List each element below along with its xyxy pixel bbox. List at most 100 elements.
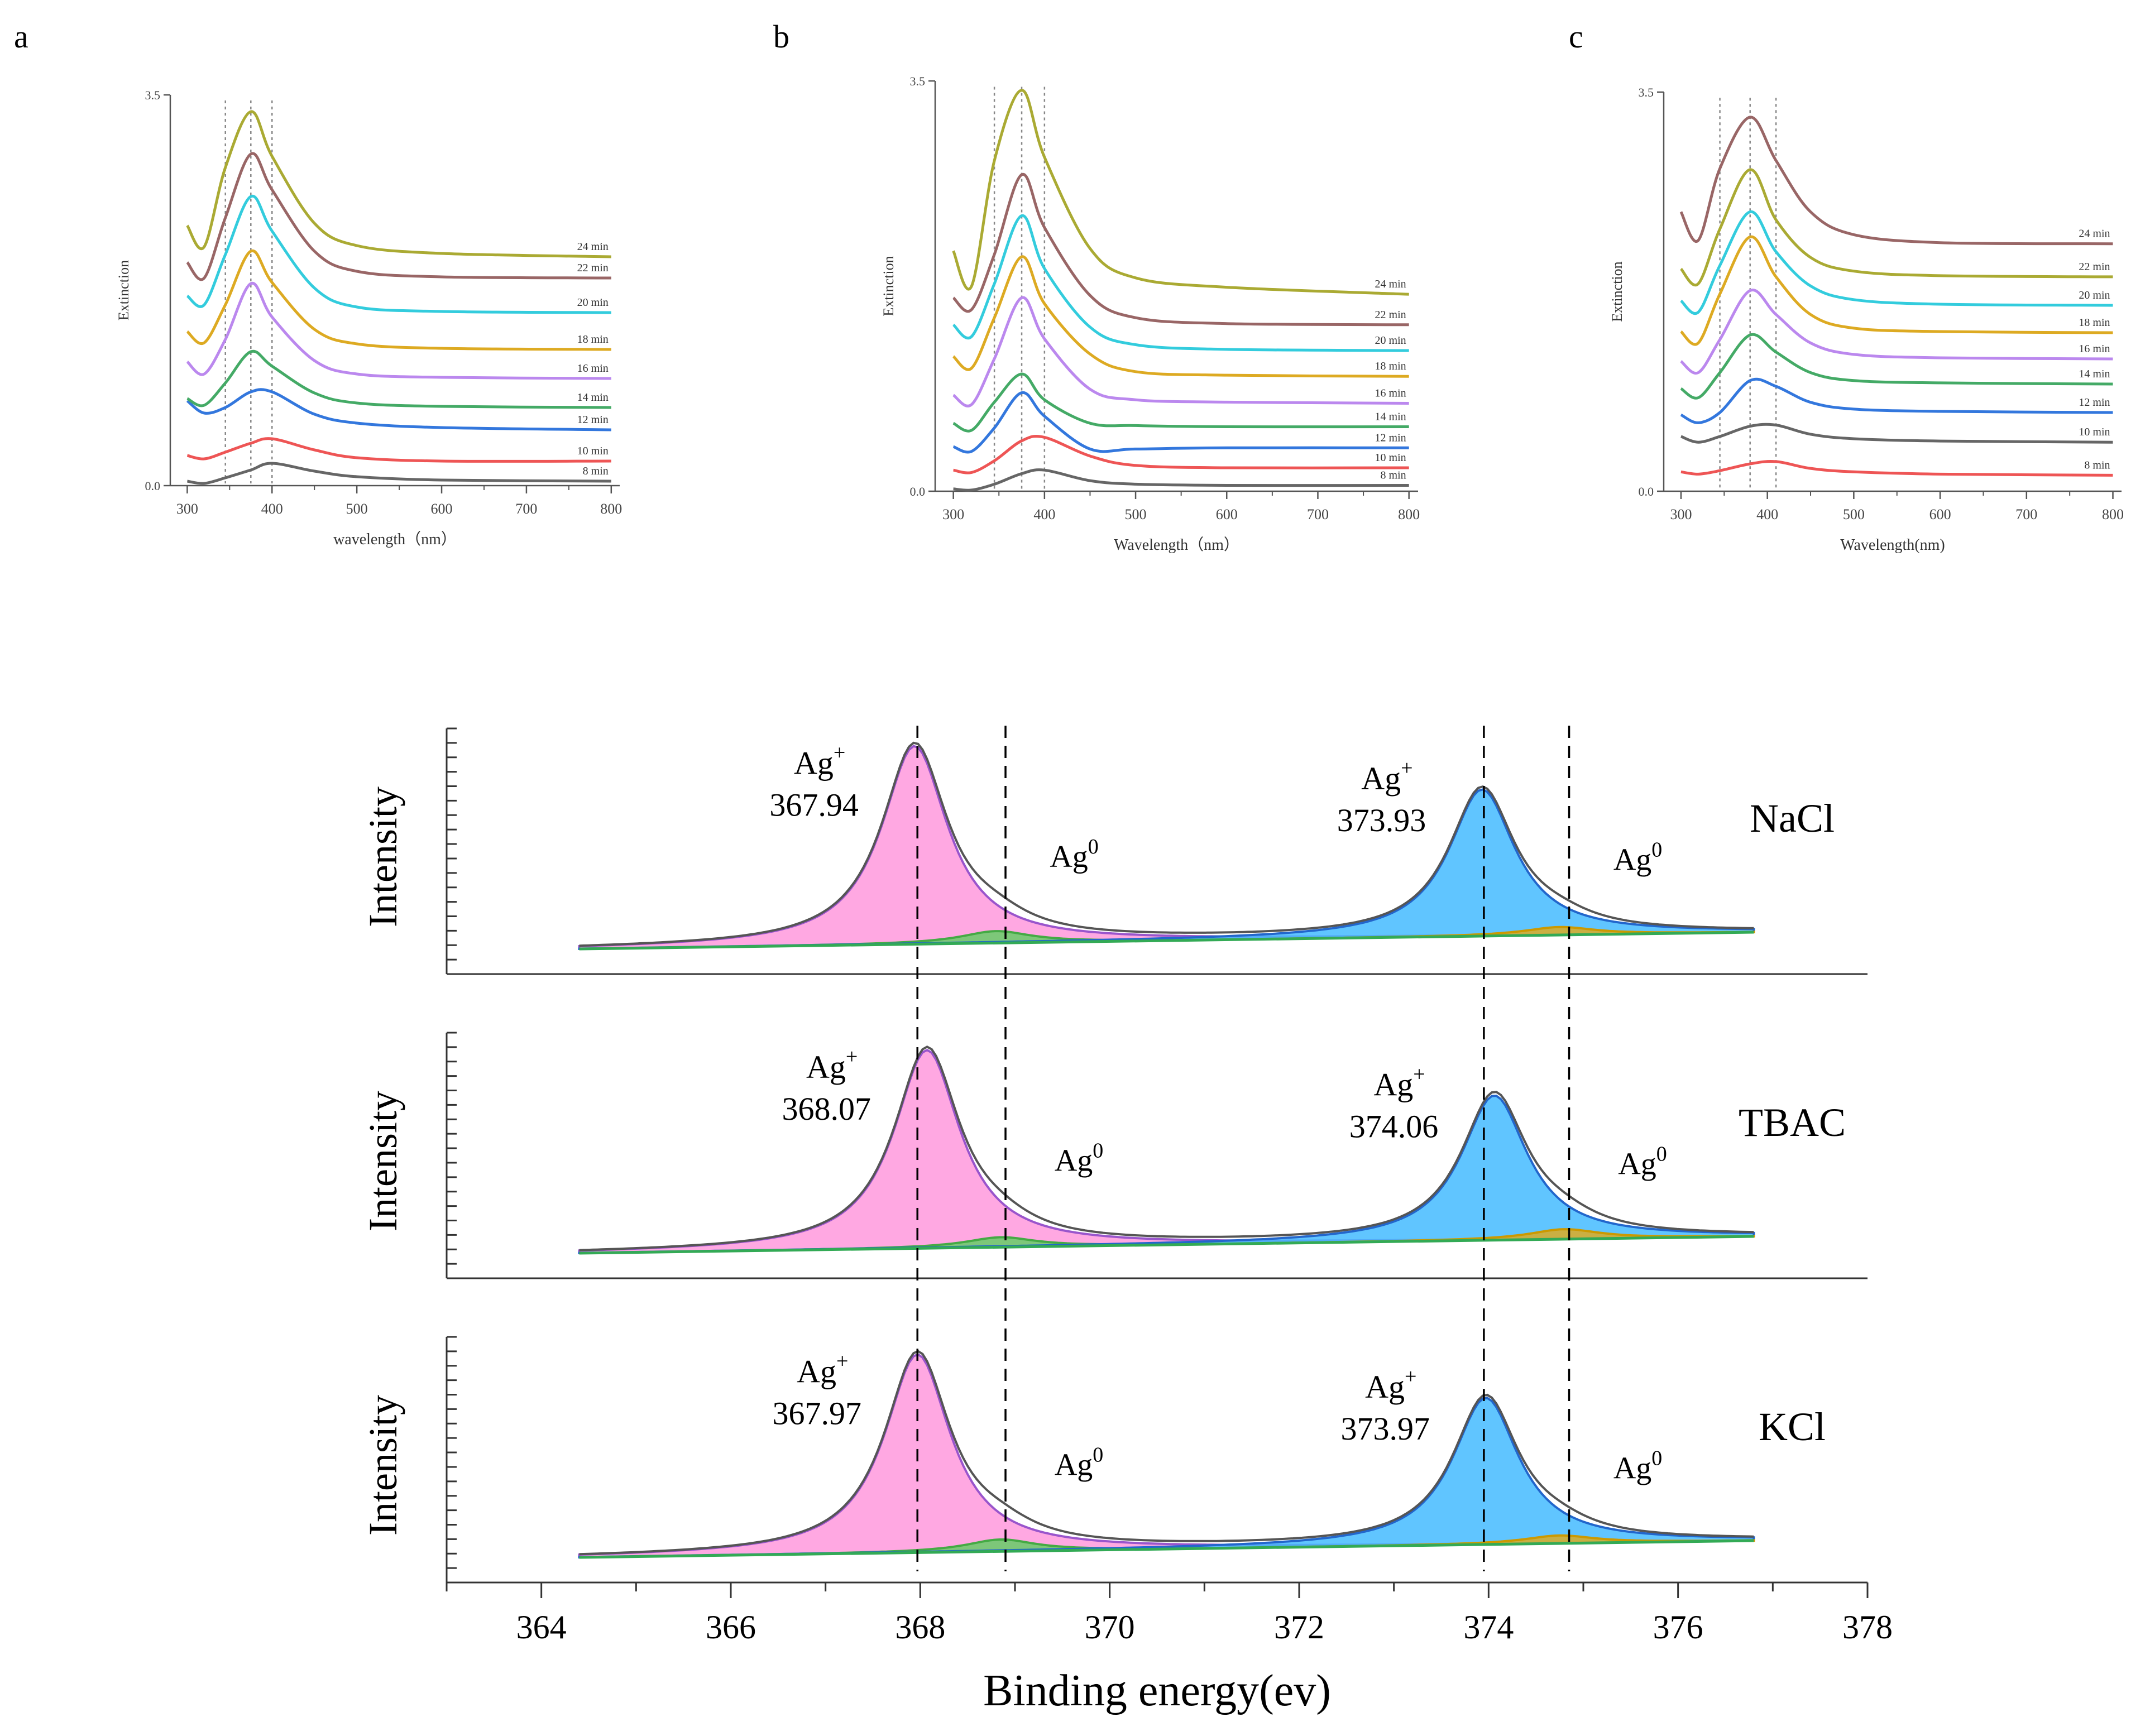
uv-vis-panel-c: c 0.0 3.5 300 400 500 600 700 800 Wavelength(nm) E… [1569, 18, 2124, 554]
peak-label-ag-plus: Ag+ [1365, 1365, 1416, 1405]
series-label: 8 min [2084, 459, 2110, 471]
series-label: 20 min [577, 296, 609, 309]
superscript: 0 [1651, 838, 1662, 861]
series-label: 16 min [1375, 387, 1406, 400]
superscript: 0 [1656, 1142, 1667, 1166]
x-tick-label: 800 [600, 501, 622, 517]
superscript: + [846, 1045, 858, 1068]
y-tick-label: 0.0 [145, 479, 161, 493]
series-line [1680, 423, 2113, 444]
series-label: 12 min [1375, 431, 1406, 444]
uv-vis-panel-a: a 0.0 3.5 300 400 500 600 700 800 wavelength（nm） E… [14, 18, 622, 548]
x-tick-label: 600 [431, 501, 453, 517]
series-line [186, 388, 611, 431]
series-label: 18 min [1375, 360, 1406, 372]
series-label: 14 min [1375, 411, 1406, 423]
peak-label-ag-zero: Ag0 [1613, 1446, 1662, 1485]
xps-subpanel-tbac: Intensity Ag+ 368.07 Ag+ 374.06 Ag0 Ag0 TBAC [361, 1032, 1868, 1279]
x-tick-label: 364 [516, 1609, 567, 1646]
series-label: 14 min [2079, 368, 2110, 380]
peak-position-value: 373.93 [1337, 802, 1426, 838]
y-axis-title: Extinction [880, 256, 897, 316]
series-line [1680, 235, 2113, 346]
peak-label-ag-zero: Ag0 [1050, 835, 1098, 874]
series-line [1680, 210, 2113, 315]
panel-label: a [14, 18, 28, 55]
x-tick-label: 300 [942, 506, 964, 522]
series-label: 10 min [2079, 426, 2110, 438]
series-label: 24 min [1375, 278, 1406, 290]
series-label: 14 min [577, 391, 609, 404]
x-tick-label: 300 [176, 501, 198, 517]
xps-subpanel-kcl: Intensity Ag+ 367.97 Ag+ 373.97 Ag0 Ag0 KCl [361, 1336, 1868, 1584]
panel-label: c [1569, 18, 1583, 55]
baseline [579, 1235, 1754, 1255]
x-tick-label: 700 [1307, 506, 1329, 522]
series-line [1679, 116, 2113, 246]
series-line [952, 214, 1409, 352]
series-label: 18 min [577, 333, 609, 346]
superscript: 0 [1093, 1444, 1103, 1467]
series-line [952, 372, 1409, 433]
series-label: 20 min [1375, 334, 1406, 347]
x-tick-label: 500 [346, 501, 368, 517]
series-line [186, 281, 611, 380]
x-tick-label: 400 [261, 501, 283, 517]
sample-label: NaCl [1750, 796, 1835, 841]
series-line [1680, 377, 2113, 424]
x-tick-label: 368 [895, 1609, 945, 1646]
superscript: 0 [1651, 1446, 1662, 1470]
series-line [952, 391, 1409, 454]
y-tick-label: 3.5 [910, 74, 926, 88]
x-tick-label: 700 [2015, 506, 2037, 522]
superscript: + [1405, 1365, 1416, 1388]
envelope-line [579, 741, 1754, 947]
series-line [186, 110, 611, 258]
series-label: 8 min [583, 465, 609, 477]
series-label: 22 min [577, 262, 609, 274]
series-line [1680, 289, 2113, 375]
x-tick-label: 600 [1929, 506, 1951, 522]
series-line [1680, 460, 2113, 477]
peak-label-ag-zero: Ag0 [1055, 1139, 1103, 1178]
series-label: 10 min [577, 445, 609, 457]
peak-position-value: 367.94 [769, 787, 859, 823]
series-line [186, 349, 611, 409]
panel-label: b [773, 18, 789, 55]
x-tick-label: 300 [1670, 506, 1692, 522]
series-line [186, 437, 611, 463]
baseline [579, 931, 1754, 951]
peak-label-ag-plus: Ag+ [797, 1349, 848, 1389]
xps-spectra-panel: Intensity Ag+ 367.94 Ag+ 373.93 Ag0 Ag0 NaCl Int… [361, 726, 1893, 1715]
y-axis-title: Intensity [361, 1091, 405, 1231]
sample-label: TBAC [1739, 1100, 1846, 1145]
y-axis-title: Intensity [361, 787, 405, 927]
series-line [186, 249, 611, 351]
superscript: + [1413, 1062, 1425, 1086]
baseline [579, 1539, 1754, 1559]
envelope-line [579, 1046, 1754, 1251]
x-tick-label: 400 [1756, 506, 1778, 522]
y-axis-title: Extinction [1609, 261, 1625, 322]
series-line [953, 435, 1409, 474]
x-tick-label: 372 [1274, 1609, 1324, 1646]
superscript: + [834, 741, 845, 764]
series-label: 20 min [2079, 289, 2110, 301]
superscript: + [836, 1349, 848, 1373]
xps-subpanel-nacl: Intensity Ag+ 367.94 Ag+ 373.93 Ag0 Ag0 NaCl [361, 727, 1868, 975]
x-tick-label: 370 [1085, 1609, 1135, 1646]
x-tick-label: 378 [1842, 1609, 1893, 1646]
peak-position-value: 367.97 [772, 1395, 861, 1431]
series-label: 10 min [1375, 452, 1406, 464]
peak-label-ag-plus: Ag+ [806, 1045, 858, 1085]
series-line [1680, 333, 2113, 400]
x-tick-label: 600 [1216, 506, 1238, 522]
x-tick-label: 800 [2102, 506, 2124, 522]
y-tick-label: 0.0 [910, 485, 926, 498]
series-line [186, 152, 611, 281]
series-label: 24 min [2079, 228, 2110, 240]
uv-vis-panel-b: b 0.0 3.5 300 400 500 600 700 800 Wavelength（nm） E… [773, 18, 1420, 554]
superscript: 0 [1088, 835, 1099, 859]
y-tick-label: 0.0 [1639, 485, 1654, 498]
peak-label-ag-plus: Ag+ [1373, 1062, 1425, 1102]
